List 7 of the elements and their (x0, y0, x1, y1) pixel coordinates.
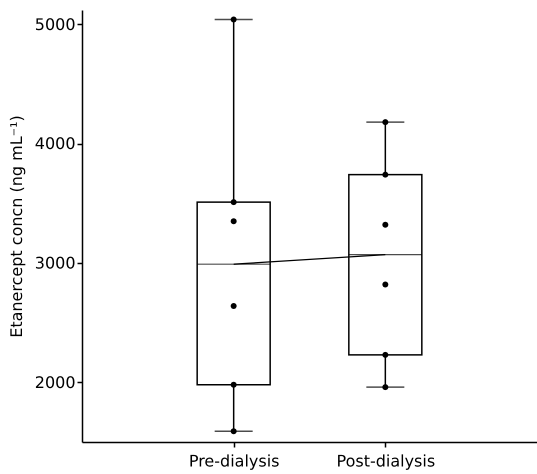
y-tick-label: 2000 (34, 372, 76, 392)
x-tick-label: Pre-dialysis (188, 452, 280, 470)
y-tick-label: 3000 (34, 253, 76, 272)
y-tick-label: 5000 (34, 14, 76, 34)
y-axis-title: Etanercept concn (ng mL⁻¹) (6, 115, 26, 338)
x-tick-label: Post-dialysis (336, 452, 436, 470)
y-tick-label: 4000 (34, 134, 76, 154)
